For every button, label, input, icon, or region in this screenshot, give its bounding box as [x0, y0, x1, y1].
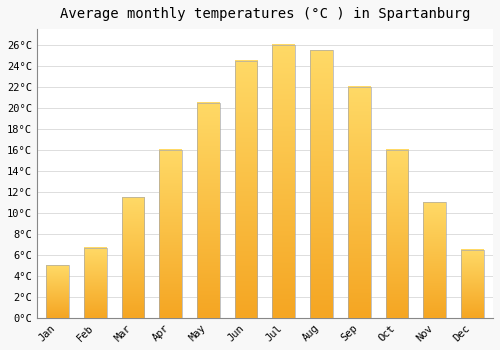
Bar	[197, 103, 220, 318]
Bar	[461, 250, 483, 318]
Title: Average monthly temperatures (°C ) in Spartanburg: Average monthly temperatures (°C ) in Sp…	[60, 7, 470, 21]
Bar	[122, 197, 144, 318]
Bar	[272, 45, 295, 318]
Bar	[310, 50, 333, 318]
Bar	[235, 61, 258, 318]
Bar	[46, 265, 69, 318]
Bar	[160, 150, 182, 318]
Bar	[424, 202, 446, 318]
Bar	[84, 247, 106, 318]
Bar	[348, 87, 370, 318]
Bar	[386, 150, 408, 318]
